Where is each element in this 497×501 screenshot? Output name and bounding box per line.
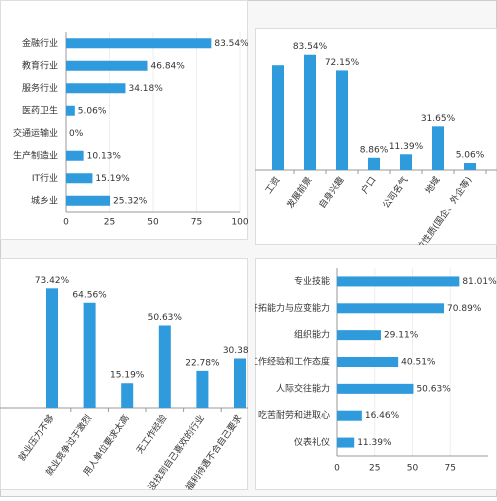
bar xyxy=(66,38,212,49)
bar xyxy=(66,83,126,94)
x-tick-label: 0 xyxy=(334,464,340,474)
y-tick-label: 吃苦耐劳和进取心 xyxy=(258,409,330,421)
bar xyxy=(66,150,84,161)
bar xyxy=(83,302,96,408)
bar xyxy=(400,154,412,170)
bar xyxy=(337,383,414,394)
value-label: 29.11% xyxy=(384,331,419,341)
x-tick-label: 0 xyxy=(63,218,69,228)
value-label: 11.39% xyxy=(389,142,424,152)
bar xyxy=(337,410,362,421)
value-label: 34.18% xyxy=(128,84,163,94)
x-tick-label: 25 xyxy=(369,464,380,474)
value-label: 15.19% xyxy=(110,371,145,381)
y-tick-label: 人际交往能力 xyxy=(276,382,330,394)
bar xyxy=(66,60,148,71)
value-label: 50.63% xyxy=(416,384,451,394)
value-label: 8.86% xyxy=(360,145,389,155)
value-label: 5.06% xyxy=(456,151,485,161)
value-label: 31.65% xyxy=(421,114,456,124)
value-label: 64.56% xyxy=(72,290,107,300)
value-label: 5.06% xyxy=(78,106,107,116)
bar xyxy=(337,437,355,448)
bar xyxy=(234,358,246,408)
bar xyxy=(66,173,93,184)
bar xyxy=(368,157,380,170)
value-label: 46.84% xyxy=(151,61,186,71)
chart-panel: 0 25 50 75 100 金融行业 83.54% 教育行业 46.84% 服务行业 34.18%… xyxy=(0,0,249,240)
bar xyxy=(46,288,58,408)
bar xyxy=(337,330,381,341)
bar xyxy=(66,105,75,116)
y-tick-label: 专业技能 xyxy=(294,275,330,287)
y-tick-label: 医药卫生 xyxy=(22,104,58,116)
y-tick-label: 开拓能力与应变能力 xyxy=(249,302,330,314)
x-tick-label: 75 xyxy=(445,464,456,474)
value-label: 25.32% xyxy=(113,196,148,206)
chart-panel: 工资83.54%发展前景72.15%自身兴趣8.86%户口11.39%公司名气3… xyxy=(255,28,497,245)
value-label: 81.01% xyxy=(462,277,497,287)
bar xyxy=(432,126,444,170)
y-tick-label: 金融行业 xyxy=(22,37,58,49)
y-tick-label: 仪表礼仪 xyxy=(294,436,330,448)
x-tick-label: 75 xyxy=(191,218,202,228)
value-label: 16.46% xyxy=(365,411,400,421)
y-tick-label: 城乡业 xyxy=(31,195,58,206)
value-label: 83.54% xyxy=(214,39,249,49)
y-tick-label: 教育行业 xyxy=(22,59,58,71)
bar xyxy=(121,383,134,408)
chart-panel: 73.42%就业压力不够64.56%就业竞争过于激烈15.19%用人单位要求太高… xyxy=(0,258,258,490)
bar xyxy=(337,276,460,287)
bar xyxy=(464,163,476,170)
value-label: 70.89% xyxy=(447,304,482,314)
y-tick-label: 生产制造业 xyxy=(13,149,58,161)
x-tick-label: 25 xyxy=(104,218,115,228)
x-tick-label: 100 xyxy=(231,218,248,228)
value-label: 50.63% xyxy=(148,313,183,323)
value-label: 40.51% xyxy=(401,358,436,368)
y-tick-label: 交通运输业 xyxy=(13,127,58,139)
value-label: 10.13% xyxy=(87,151,122,161)
y-tick-label: 工作经验和工作态度 xyxy=(249,356,330,368)
x-tick-label: 50 xyxy=(407,464,419,474)
panel-background xyxy=(255,258,497,490)
chart-panel: 0 25 50 75 专业技能 81.01% 开拓能力与应变能力 70.89% 组织能力 29.1… xyxy=(249,258,497,490)
value-label: 22.78% xyxy=(185,358,220,368)
y-tick-label: 服务行业 xyxy=(22,82,58,94)
y-tick-label: IT行业 xyxy=(32,172,58,184)
x-tick-label: 50 xyxy=(147,218,159,228)
bar xyxy=(196,370,209,408)
value-label: 72.15% xyxy=(325,58,360,68)
bar xyxy=(304,54,316,170)
bar xyxy=(158,325,171,408)
value-label: 83.54% xyxy=(293,42,328,52)
bar xyxy=(336,70,348,170)
y-tick-label: 组织能力 xyxy=(294,329,330,341)
value-label: 73.42% xyxy=(35,276,70,286)
value-label: 30.38% xyxy=(223,346,258,356)
bar xyxy=(337,357,399,367)
bar xyxy=(66,195,111,206)
value-label: 11.39% xyxy=(357,438,392,448)
value-label: 0% xyxy=(69,129,84,139)
panel-background xyxy=(255,28,497,245)
value-label: 15.19% xyxy=(95,174,130,184)
bar xyxy=(272,65,284,170)
bar xyxy=(337,303,445,314)
